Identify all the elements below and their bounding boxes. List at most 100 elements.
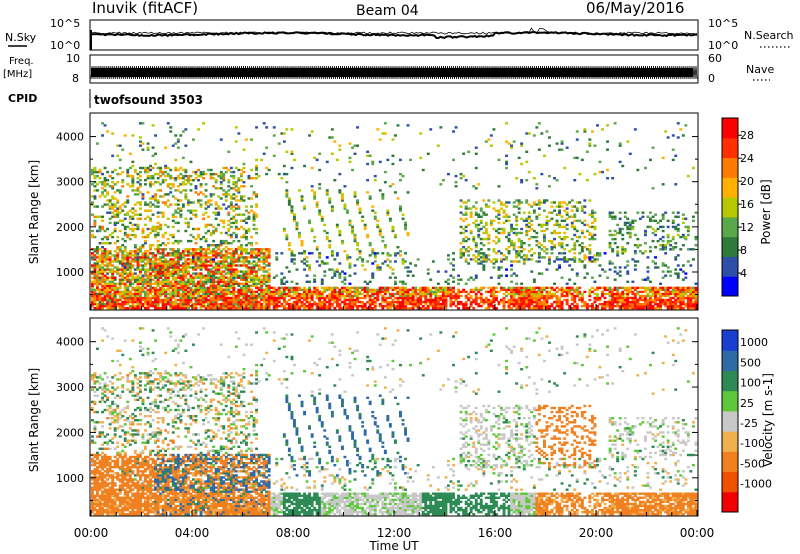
power-cell [133,288,137,292]
power-cell [409,292,412,296]
power-cell [136,274,140,277]
power-cell [101,246,104,249]
power-cell [275,304,279,308]
power-cell [247,304,251,308]
power-cell [517,298,521,302]
power-cell [136,248,140,251]
power-cell [265,264,269,267]
power-cell [250,205,253,208]
power-cell [161,288,165,292]
power-cell [141,264,145,267]
power-cell [121,203,125,206]
power-cell [502,286,506,290]
power-cell [113,221,117,225]
power-cell [348,288,352,292]
power-cell [280,272,284,275]
power-cell [128,274,132,277]
power-cell [391,300,395,304]
power-cell [229,258,233,261]
power-cell [343,207,347,210]
power-cell [550,242,554,245]
power-cell [543,223,546,227]
power-cell [219,302,223,306]
power-cell [128,282,132,285]
power-cell [535,187,539,190]
power-cell [128,272,132,275]
power-cell [527,296,531,300]
power-cell [616,223,620,227]
power-cell [484,290,488,294]
power-cell [91,172,94,176]
power-cell [237,302,241,306]
power-cell [293,307,296,310]
power-cell [626,300,630,304]
power-cell [164,282,168,285]
power-cell [558,242,561,245]
power-cell [492,304,496,308]
power-cell [573,307,577,310]
power-cell [474,223,478,227]
power-cell [378,304,382,308]
power-cell [174,168,178,172]
power-cell [447,254,450,257]
power-cell [101,193,104,196]
power-cell [121,262,125,265]
power-cell [462,237,466,241]
power-cell [507,250,511,253]
power-cell [181,205,185,208]
power-cell [394,191,397,194]
power-cell [477,213,481,216]
power-cell [171,260,175,263]
power-cell [118,278,122,281]
power-cell [305,274,309,277]
power-cell [252,290,256,294]
power-cell [224,286,228,290]
power-cell [282,282,286,285]
power-cell [108,174,112,178]
power-cell [111,203,115,206]
power-cell [545,223,549,227]
power-cell [202,276,205,279]
power-cell [139,302,142,306]
power-cell [240,197,243,200]
power-cell [224,231,228,235]
power-cell [184,193,188,196]
power-cell [596,254,599,257]
power-cell [103,177,107,180]
power-cell [611,290,615,294]
power-cell [154,307,157,310]
power-cell [111,298,115,302]
power-cell [136,187,140,190]
power-cell [426,292,430,296]
power-cell [517,260,521,263]
power-cell [467,150,471,153]
power-cell [214,172,218,176]
power-cell [139,298,142,302]
power-cell [250,294,253,298]
power-cell [103,260,107,263]
power-cell [126,292,130,296]
power-cell [368,300,372,304]
power-cell [207,205,210,208]
power-cell [227,185,231,188]
power-cell [459,254,463,257]
power-cell [133,278,137,281]
power-cell [240,179,243,182]
power-cell [570,302,574,306]
power-cell [232,258,236,261]
power-cell [628,296,632,300]
power-cell [156,252,160,255]
power-cell [489,288,493,292]
power-cell [462,254,466,257]
power-cell [391,183,395,186]
power-cell [381,298,385,302]
power-cell [419,300,423,304]
power-cell [166,282,170,285]
power-cell [204,307,208,310]
power-cell [510,292,513,296]
power-cell [565,302,569,306]
power-cell [146,174,150,178]
power-cell [287,203,291,206]
power-cell [121,274,125,277]
power-cell [176,140,180,143]
